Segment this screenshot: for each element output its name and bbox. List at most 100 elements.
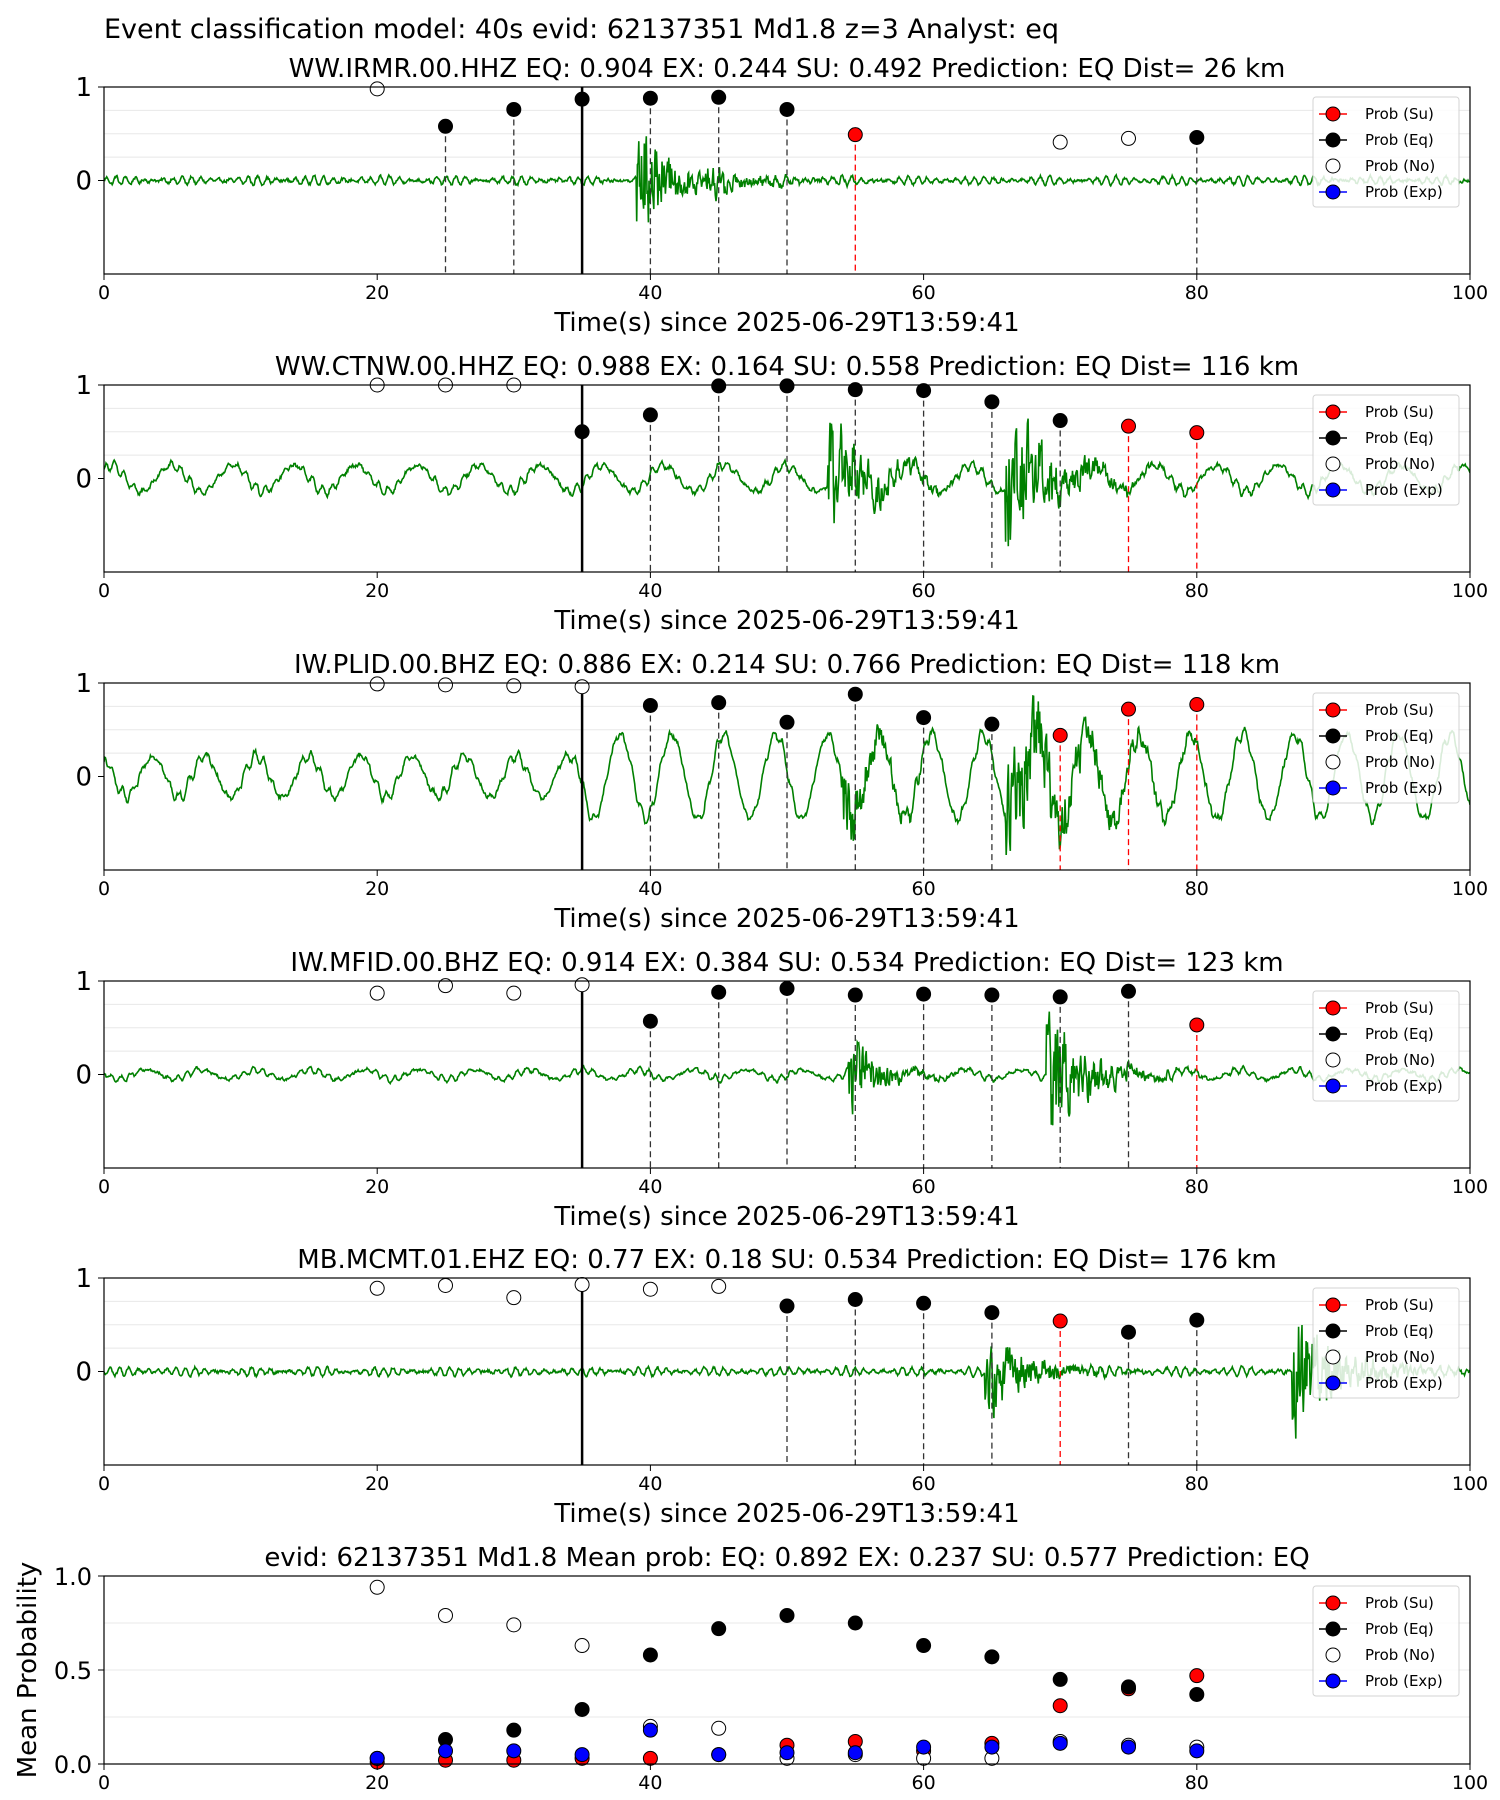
ytick-label: 0 — [75, 167, 92, 197]
mean-panel-legend — [1312, 1585, 1460, 1697]
prob-point-no — [642, 1281, 658, 1297]
mean-point-exp — [779, 1745, 795, 1761]
mean-point-eq — [916, 1638, 932, 1654]
prob-point-eq — [438, 118, 453, 134]
prob-point-eq — [847, 987, 863, 1003]
mean-point-no — [506, 1617, 522, 1633]
prob-point-eq — [1052, 413, 1068, 429]
panel-1-xtick-label: 20 — [365, 282, 389, 304]
prob-point-no — [506, 1290, 522, 1306]
panel-2-xtick-label: 60 — [912, 580, 936, 602]
mean-point-exp — [506, 1743, 522, 1759]
panel-5-legend-label-no: Prob (No) — [1365, 1348, 1435, 1366]
panel-4-legend-label-eq: Prob (Eq) — [1365, 1025, 1434, 1043]
ytick-label: 1 — [75, 669, 92, 699]
mean-panel-xtick-label: 40 — [638, 1772, 662, 1794]
prob-point-eq — [779, 980, 795, 996]
panel-2-legend-marker-no — [1325, 456, 1341, 472]
prob-point-su — [1189, 697, 1205, 713]
panel-1-legend-marker-su — [1325, 106, 1341, 122]
mean-point-exp — [711, 1747, 727, 1763]
mean-point-eq — [711, 1621, 727, 1637]
mean-point-exp — [916, 1739, 932, 1755]
xaxis-label: Time(s) since 2025-06-29T13:59:41 — [553, 1202, 1019, 1232]
panel-1-legend-label-exp: Prob (Exp) — [1365, 183, 1443, 201]
xaxis-label: Time(s) since 2025-06-29T13:59:41 — [553, 606, 1019, 636]
mean-point-exp — [847, 1745, 863, 1761]
mean-point-exp — [438, 1743, 453, 1759]
mean-point-no — [438, 1607, 453, 1623]
prob-point-su — [1189, 425, 1205, 441]
mean-point-exp — [574, 1747, 590, 1763]
prob-point-no — [506, 678, 522, 694]
mean-point-exp — [642, 1722, 658, 1738]
prob-point-no — [369, 81, 385, 97]
ytick-label: 0.5 — [54, 1657, 92, 1685]
prob-point-eq — [506, 101, 522, 117]
prob-point-no — [574, 977, 590, 993]
prob-point-no — [438, 677, 453, 693]
panel-5-xtick-label: 0 — [98, 1473, 110, 1495]
prob-point-su — [1052, 1313, 1068, 1329]
mean-panel-xtick-label: 60 — [912, 1772, 936, 1794]
panel-1-xtick-label: 80 — [1185, 282, 1209, 304]
panel-title: MB.MCMT.01.EHZ EQ: 0.77 EX: 0.18 SU: 0.5… — [297, 1245, 1276, 1275]
mean-point-eq — [506, 1722, 522, 1738]
panel-3-xtick-label: 80 — [1185, 878, 1209, 900]
prob-point-eq — [847, 1292, 863, 1308]
panel-5-xtick-label: 40 — [638, 1473, 662, 1495]
panel-2-legend-marker-exp — [1325, 482, 1341, 498]
panel-title: WW.IRMR.00.HHZ EQ: 0.904 EX: 0.244 SU: 0… — [289, 54, 1286, 84]
prob-point-eq — [1189, 1312, 1205, 1328]
prob-point-eq — [779, 378, 795, 394]
panel-1-xtick-label: 60 — [912, 282, 936, 304]
panel-4-xtick-label: 80 — [1185, 1176, 1209, 1198]
panel-5-legend-marker-su — [1325, 1297, 1341, 1313]
panel-3-legend-marker-su — [1325, 702, 1341, 718]
prob-point-no — [438, 1277, 453, 1293]
xaxis-label: Time(s) since 2025-06-29T13:59:41 — [553, 308, 1019, 338]
panel-4-legend-label-exp: Prob (Exp) — [1365, 1077, 1443, 1095]
prob-point-no — [369, 1280, 385, 1296]
prob-point-no — [369, 676, 385, 692]
waveform-trace — [104, 694, 1470, 856]
prob-point-eq — [574, 91, 590, 107]
panel-1-xtick-label: 40 — [638, 282, 662, 304]
panel-4-xtick-label: 0 — [98, 1176, 110, 1198]
panel-3-xtick-label: 100 — [1452, 878, 1488, 900]
ytick-label: 1 — [75, 967, 92, 997]
panel-3-legend-label-no: Prob (No) — [1365, 753, 1435, 771]
panel-1-legend-label-eq: Prob (Eq) — [1365, 131, 1434, 149]
panel-5-xtick-label: 80 — [1185, 1473, 1209, 1495]
prob-point-eq — [1052, 989, 1068, 1005]
panel-1-legend-marker-no — [1325, 158, 1341, 174]
panel-4-legend-label-su: Prob (Su) — [1365, 999, 1434, 1017]
panel-2-legend-marker-eq — [1325, 430, 1341, 446]
station-panel-2: WW.CTNW.00.HHZ EQ: 0.988 EX: 0.164 SU: 0… — [75, 352, 1488, 636]
panel-2-legend-marker-su — [1325, 404, 1341, 420]
prob-point-eq — [642, 90, 658, 106]
mean-point-eq — [1052, 1671, 1068, 1687]
panel-4-xtick-label: 20 — [365, 1176, 389, 1198]
mean-panel-legend-marker-eq — [1325, 1621, 1341, 1637]
mean-point-exp — [1189, 1743, 1205, 1759]
mean-point-no — [369, 1579, 385, 1595]
panel-2-xtick-label: 80 — [1185, 580, 1209, 602]
prob-point-eq — [711, 89, 727, 105]
panel-4-xtick-label: 100 — [1452, 1176, 1488, 1198]
panel-2-xtick-label: 20 — [365, 580, 389, 602]
panel-4-legend-marker-exp — [1325, 1078, 1341, 1094]
ytick-label: 1 — [75, 1264, 92, 1294]
yaxis-label: Mean Probability — [13, 1562, 43, 1779]
prob-point-eq — [984, 987, 1000, 1003]
mean-point-eq — [779, 1607, 795, 1623]
prob-point-su — [1052, 727, 1068, 743]
mean-point-eq — [984, 1649, 1000, 1665]
prob-point-eq — [916, 383, 932, 399]
prob-point-no — [574, 1277, 590, 1293]
prob-point-eq — [847, 382, 863, 398]
panel-1-xtick-label: 0 — [98, 282, 110, 304]
mean-panel-legend-marker-su — [1325, 1595, 1341, 1611]
panel-3-legend-label-eq: Prob (Eq) — [1365, 727, 1434, 745]
mean-panel-legend-label-eq: Prob (Eq) — [1365, 1620, 1434, 1638]
